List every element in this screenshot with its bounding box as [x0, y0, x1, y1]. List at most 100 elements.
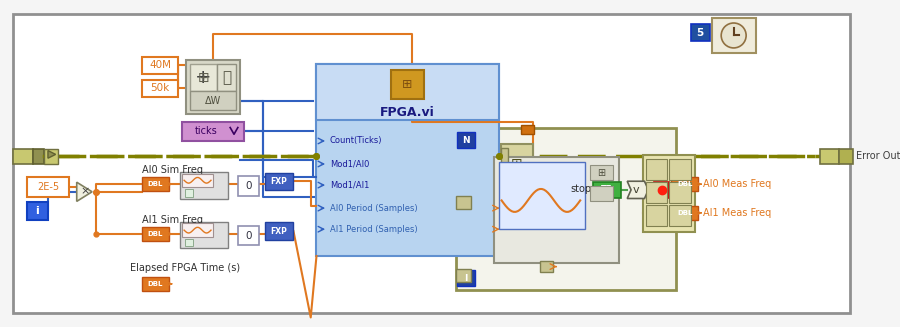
FancyBboxPatch shape [670, 205, 690, 226]
FancyBboxPatch shape [671, 178, 698, 191]
Text: AI0 Period (Samples): AI0 Period (Samples) [330, 204, 418, 213]
Text: 40M: 40M [149, 60, 171, 70]
Text: TF: TF [601, 185, 613, 194]
FancyBboxPatch shape [27, 178, 69, 197]
FancyBboxPatch shape [190, 91, 236, 110]
Text: stop: stop [571, 184, 592, 194]
FancyBboxPatch shape [646, 205, 668, 226]
FancyBboxPatch shape [14, 149, 32, 164]
FancyBboxPatch shape [670, 182, 690, 203]
Text: i: i [35, 206, 40, 216]
FancyBboxPatch shape [317, 64, 499, 256]
Text: ⏱: ⏱ [221, 70, 231, 85]
Text: 2E-5: 2E-5 [37, 182, 59, 192]
Text: ticks: ticks [194, 126, 218, 136]
Text: ⊞: ⊞ [402, 78, 413, 91]
Text: FPGA.vi: FPGA.vi [380, 106, 435, 119]
FancyBboxPatch shape [521, 125, 535, 134]
FancyBboxPatch shape [238, 177, 259, 196]
Text: ⊞: ⊞ [197, 71, 209, 85]
Text: ΔW: ΔW [205, 96, 221, 106]
Text: ×: × [81, 187, 90, 197]
Text: AI1 Period (Samples): AI1 Period (Samples) [330, 225, 418, 234]
Circle shape [721, 23, 746, 48]
Text: 5: 5 [697, 27, 704, 38]
FancyBboxPatch shape [142, 57, 178, 74]
Text: v: v [633, 185, 639, 195]
FancyBboxPatch shape [690, 24, 710, 41]
FancyBboxPatch shape [265, 222, 293, 240]
FancyBboxPatch shape [265, 173, 293, 190]
Text: DBL: DBL [677, 181, 692, 187]
FancyBboxPatch shape [455, 268, 471, 282]
FancyBboxPatch shape [14, 14, 850, 313]
Text: Mod1/AI1: Mod1/AI1 [330, 181, 369, 190]
Text: 0: 0 [245, 231, 252, 241]
Text: AI1 Sim Freq: AI1 Sim Freq [142, 215, 202, 225]
FancyBboxPatch shape [182, 174, 213, 187]
Text: 0: 0 [245, 181, 252, 191]
Text: Count(Ticks): Count(Ticks) [330, 136, 382, 146]
FancyBboxPatch shape [142, 227, 169, 241]
Text: I: I [464, 274, 468, 283]
FancyBboxPatch shape [186, 60, 239, 114]
FancyBboxPatch shape [646, 182, 668, 203]
FancyBboxPatch shape [646, 159, 668, 180]
FancyBboxPatch shape [712, 18, 756, 53]
FancyBboxPatch shape [457, 132, 474, 148]
Text: DBL: DBL [148, 231, 163, 237]
Text: Elapsed FPGA Time (s): Elapsed FPGA Time (s) [130, 263, 240, 273]
FancyBboxPatch shape [499, 162, 585, 229]
FancyBboxPatch shape [44, 149, 58, 164]
Polygon shape [48, 150, 56, 158]
FancyBboxPatch shape [457, 270, 474, 286]
Text: AI0 Sim Freq: AI0 Sim Freq [142, 165, 202, 175]
Text: DBL: DBL [677, 210, 692, 216]
FancyBboxPatch shape [317, 64, 499, 120]
FancyBboxPatch shape [590, 165, 613, 180]
Text: Mod1/AI0: Mod1/AI0 [330, 160, 369, 168]
FancyBboxPatch shape [142, 178, 169, 191]
Polygon shape [627, 181, 648, 198]
Text: N: N [463, 135, 470, 145]
FancyBboxPatch shape [455, 196, 471, 209]
Text: +: + [195, 68, 212, 87]
FancyBboxPatch shape [540, 261, 554, 272]
FancyBboxPatch shape [142, 79, 178, 97]
FancyBboxPatch shape [593, 182, 622, 198]
FancyBboxPatch shape [670, 159, 690, 180]
FancyBboxPatch shape [500, 148, 508, 180]
FancyBboxPatch shape [190, 64, 217, 91]
FancyBboxPatch shape [500, 144, 533, 184]
FancyBboxPatch shape [654, 182, 670, 198]
Text: 50k: 50k [150, 83, 170, 93]
FancyBboxPatch shape [182, 122, 244, 141]
Text: AI0 Meas Freq: AI0 Meas Freq [703, 179, 771, 189]
FancyBboxPatch shape [27, 202, 48, 220]
FancyBboxPatch shape [643, 155, 696, 232]
FancyBboxPatch shape [455, 129, 676, 290]
Polygon shape [76, 182, 92, 201]
Text: FXP: FXP [271, 177, 287, 186]
FancyBboxPatch shape [392, 70, 424, 99]
Text: DBL: DBL [148, 281, 163, 287]
Text: AI1 Meas Freq: AI1 Meas Freq [703, 208, 771, 218]
FancyBboxPatch shape [142, 277, 169, 291]
Text: Error Out: Error Out [857, 151, 900, 161]
FancyBboxPatch shape [182, 223, 213, 237]
FancyBboxPatch shape [590, 186, 613, 201]
FancyBboxPatch shape [180, 221, 229, 249]
Text: ⊞: ⊞ [598, 168, 606, 178]
FancyBboxPatch shape [671, 206, 698, 220]
FancyBboxPatch shape [839, 149, 852, 164]
FancyBboxPatch shape [217, 64, 236, 91]
Text: FXP: FXP [271, 227, 287, 236]
FancyBboxPatch shape [32, 149, 44, 164]
FancyBboxPatch shape [820, 149, 839, 164]
Text: DBL: DBL [148, 181, 163, 187]
FancyBboxPatch shape [180, 172, 229, 198]
FancyBboxPatch shape [185, 189, 193, 197]
Text: ⊞: ⊞ [511, 157, 523, 171]
FancyBboxPatch shape [494, 157, 618, 263]
FancyBboxPatch shape [185, 239, 193, 247]
